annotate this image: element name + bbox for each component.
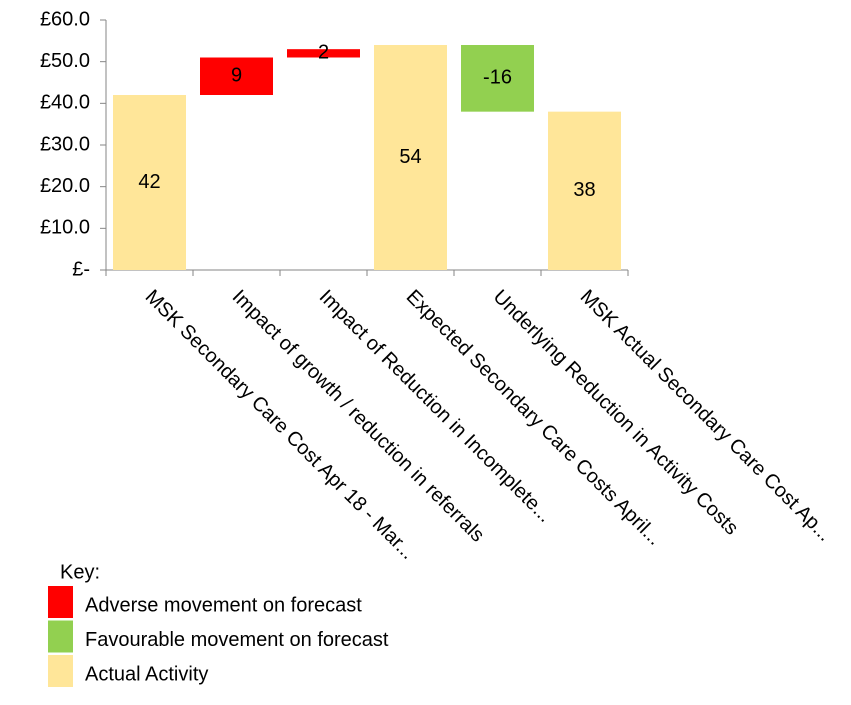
bar <box>287 49 360 58</box>
data-label: 2 <box>318 42 329 64</box>
data-label: 54 <box>399 146 421 168</box>
legend-title: Key: <box>60 561 100 583</box>
y-tick-label: £40.0 <box>40 92 90 114</box>
data-label: 38 <box>573 179 595 201</box>
data-label: 9 <box>231 65 242 87</box>
y-tick-label: £20.0 <box>40 175 90 197</box>
legend-label: Favourable movement on forecast <box>85 629 389 651</box>
y-tick-label: £- <box>72 258 90 280</box>
legend-swatch <box>48 586 73 618</box>
y-tick-label: £30.0 <box>40 133 90 155</box>
bar <box>374 45 447 270</box>
bar <box>113 95 186 270</box>
y-tick-label: £50.0 <box>40 50 90 72</box>
bar <box>200 57 273 95</box>
legend-label: Actual Activity <box>85 663 208 685</box>
legend-swatch <box>48 620 73 653</box>
legend-swatch <box>48 655 73 687</box>
data-label: 42 <box>138 171 160 193</box>
bar <box>461 45 534 112</box>
y-tick-label: £10.0 <box>40 217 90 239</box>
y-tick-label: £60.0 <box>40 8 90 30</box>
bar <box>548 111 621 271</box>
data-label: -16 <box>483 67 512 89</box>
legend-label: Adverse movement on forecast <box>85 594 362 616</box>
